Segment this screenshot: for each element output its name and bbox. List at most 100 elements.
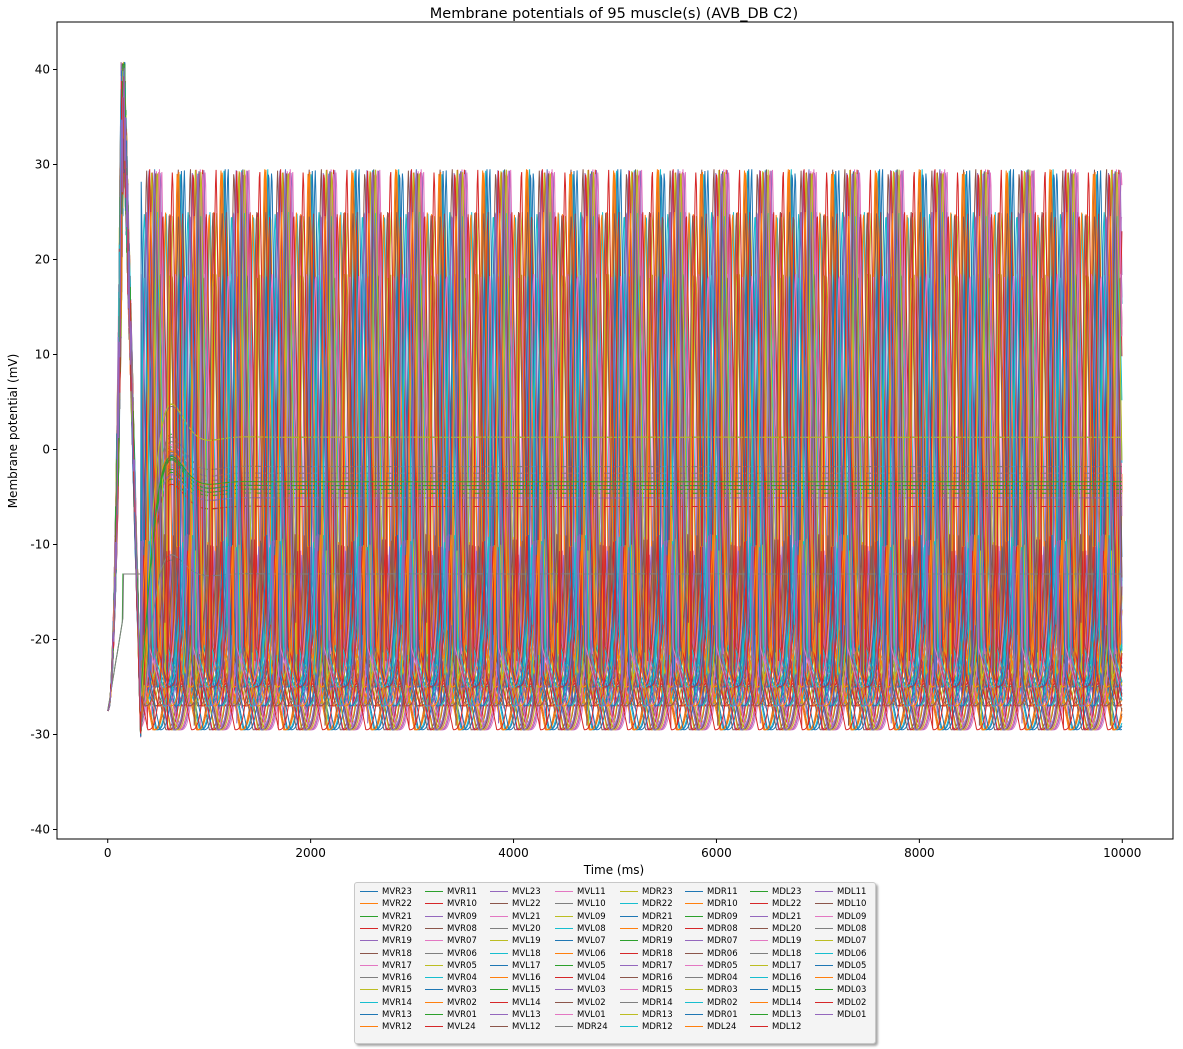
legend-swatch xyxy=(490,927,508,929)
legend-swatch xyxy=(425,927,443,929)
legend-label: MVL16 xyxy=(512,973,541,984)
legend-label: MVL15 xyxy=(512,985,541,996)
legend-swatch xyxy=(620,903,638,905)
legend-label: MDR09 xyxy=(707,911,738,922)
legend-label: MDR06 xyxy=(707,948,738,959)
y-tick-label: 20 xyxy=(35,253,50,267)
legend-swatch xyxy=(425,952,443,954)
legend-label: MVL06 xyxy=(577,948,606,959)
legend-swatch xyxy=(490,940,508,942)
legend-label: MVR16 xyxy=(382,973,412,984)
legend-swatch xyxy=(360,915,378,917)
legend-swatch xyxy=(425,1014,443,1015)
legend-swatch xyxy=(815,891,833,892)
legend-swatch xyxy=(750,1001,768,1003)
legend-swatch xyxy=(555,903,573,905)
legend-swatch xyxy=(750,964,768,966)
legend-label: MVL13 xyxy=(512,1010,541,1020)
legend-swatch xyxy=(425,977,443,979)
legend-swatch xyxy=(620,927,638,929)
legend-swatch xyxy=(555,952,573,954)
legend-label: MDL12 xyxy=(772,1022,802,1033)
legend-swatch xyxy=(490,989,508,991)
legend-swatch xyxy=(750,977,768,979)
y-tick-label: -30 xyxy=(30,728,50,742)
y-tick-label: 40 xyxy=(35,63,50,77)
legend-swatch xyxy=(490,952,508,954)
legend-swatch xyxy=(490,891,508,892)
legend-label: MDL10 xyxy=(837,899,867,910)
y-axis: -40 -30 -20 -10 0 10 20 30 40 xyxy=(30,63,57,837)
legend-label: MVL14 xyxy=(512,997,541,1008)
legend-swatch xyxy=(620,952,638,954)
legend-label: MDL01 xyxy=(837,1010,867,1020)
legend-label: MDR18 xyxy=(642,948,673,959)
x-tick-label: 0 xyxy=(104,846,112,860)
legend-swatch xyxy=(360,977,378,979)
legend-swatch xyxy=(360,927,378,929)
series-line-mdl03 xyxy=(107,70,1122,712)
legend-label: MVL09 xyxy=(577,911,606,922)
legend-label: MVR05 xyxy=(447,960,477,971)
chart-legend: MVR23 MVR22 MVR21 MVR20 MVR19 MVR18 MVR17 MVR16… xyxy=(354,882,876,1044)
legend-swatch xyxy=(555,977,573,979)
plot-area-frame xyxy=(56,21,1174,840)
x-tick-label: 4000 xyxy=(498,846,529,860)
x-axis-label: Time (ms) xyxy=(583,863,645,877)
legend-label: MVR06 xyxy=(447,948,477,959)
legend-swatch xyxy=(620,989,638,991)
legend-label: MDR01 xyxy=(707,1010,738,1020)
legend-label: MVR10 xyxy=(447,899,477,910)
x-tick-label: 10000 xyxy=(1103,846,1141,860)
legend-label: MVL04 xyxy=(577,973,606,984)
legend-label: MDR16 xyxy=(642,973,673,984)
series-line-mdl07 xyxy=(107,71,1122,713)
legend-label: MDL06 xyxy=(837,948,867,959)
legend-label: MVR02 xyxy=(447,997,477,1008)
legend-label: MDR22 xyxy=(642,899,673,910)
legend-swatch xyxy=(815,977,833,979)
legend-label: MDR21 xyxy=(642,911,673,922)
legend-label: MVR08 xyxy=(447,923,477,934)
legend-swatch xyxy=(360,1014,378,1015)
legend-label: MVR18 xyxy=(382,948,412,959)
legend-swatch xyxy=(620,977,638,979)
y-tick-label: -10 xyxy=(30,538,50,552)
legend-label: MDR13 xyxy=(642,1010,673,1020)
legend-swatch xyxy=(490,1014,508,1015)
legend-swatch xyxy=(490,915,508,917)
legend-label: MVR03 xyxy=(447,985,477,996)
legend-label: MVL05 xyxy=(577,960,606,971)
legend-swatch xyxy=(555,989,573,991)
legend-swatch xyxy=(490,1026,508,1028)
legend-label: MDR17 xyxy=(642,960,673,971)
legend-swatch xyxy=(360,940,378,942)
legend-label: MDR05 xyxy=(707,960,738,971)
legend-label: MVR15 xyxy=(382,985,412,996)
legend-label: MVR12 xyxy=(382,1022,412,1033)
legend-label: MDL16 xyxy=(772,973,802,984)
y-tick-label: 30 xyxy=(35,158,50,172)
legend-swatch xyxy=(360,989,378,991)
legend-swatch xyxy=(425,989,443,991)
legend-label: MDR02 xyxy=(707,997,738,1008)
legend-label: MDL18 xyxy=(772,948,802,959)
legend-swatch xyxy=(425,915,443,917)
legend-swatch xyxy=(425,964,443,966)
y-tick-label: -20 xyxy=(30,633,50,647)
legend-label: MDL21 xyxy=(772,911,802,922)
legend-label: MDL23 xyxy=(772,887,802,897)
legend-label: MVR11 xyxy=(447,887,477,897)
legend-label: MDR04 xyxy=(707,973,738,984)
legend-swatch xyxy=(620,940,638,942)
legend-label: MDR11 xyxy=(707,887,738,897)
legend-label: MVR01 xyxy=(447,1010,477,1020)
legend-swatch xyxy=(815,915,833,917)
legend-swatch xyxy=(685,1014,703,1015)
legend-label: MVR20 xyxy=(382,923,412,934)
legend-swatch xyxy=(685,903,703,905)
legend-label: MDR10 xyxy=(707,899,738,910)
legend-swatch xyxy=(815,989,833,991)
legend-label: MVR07 xyxy=(447,936,477,947)
